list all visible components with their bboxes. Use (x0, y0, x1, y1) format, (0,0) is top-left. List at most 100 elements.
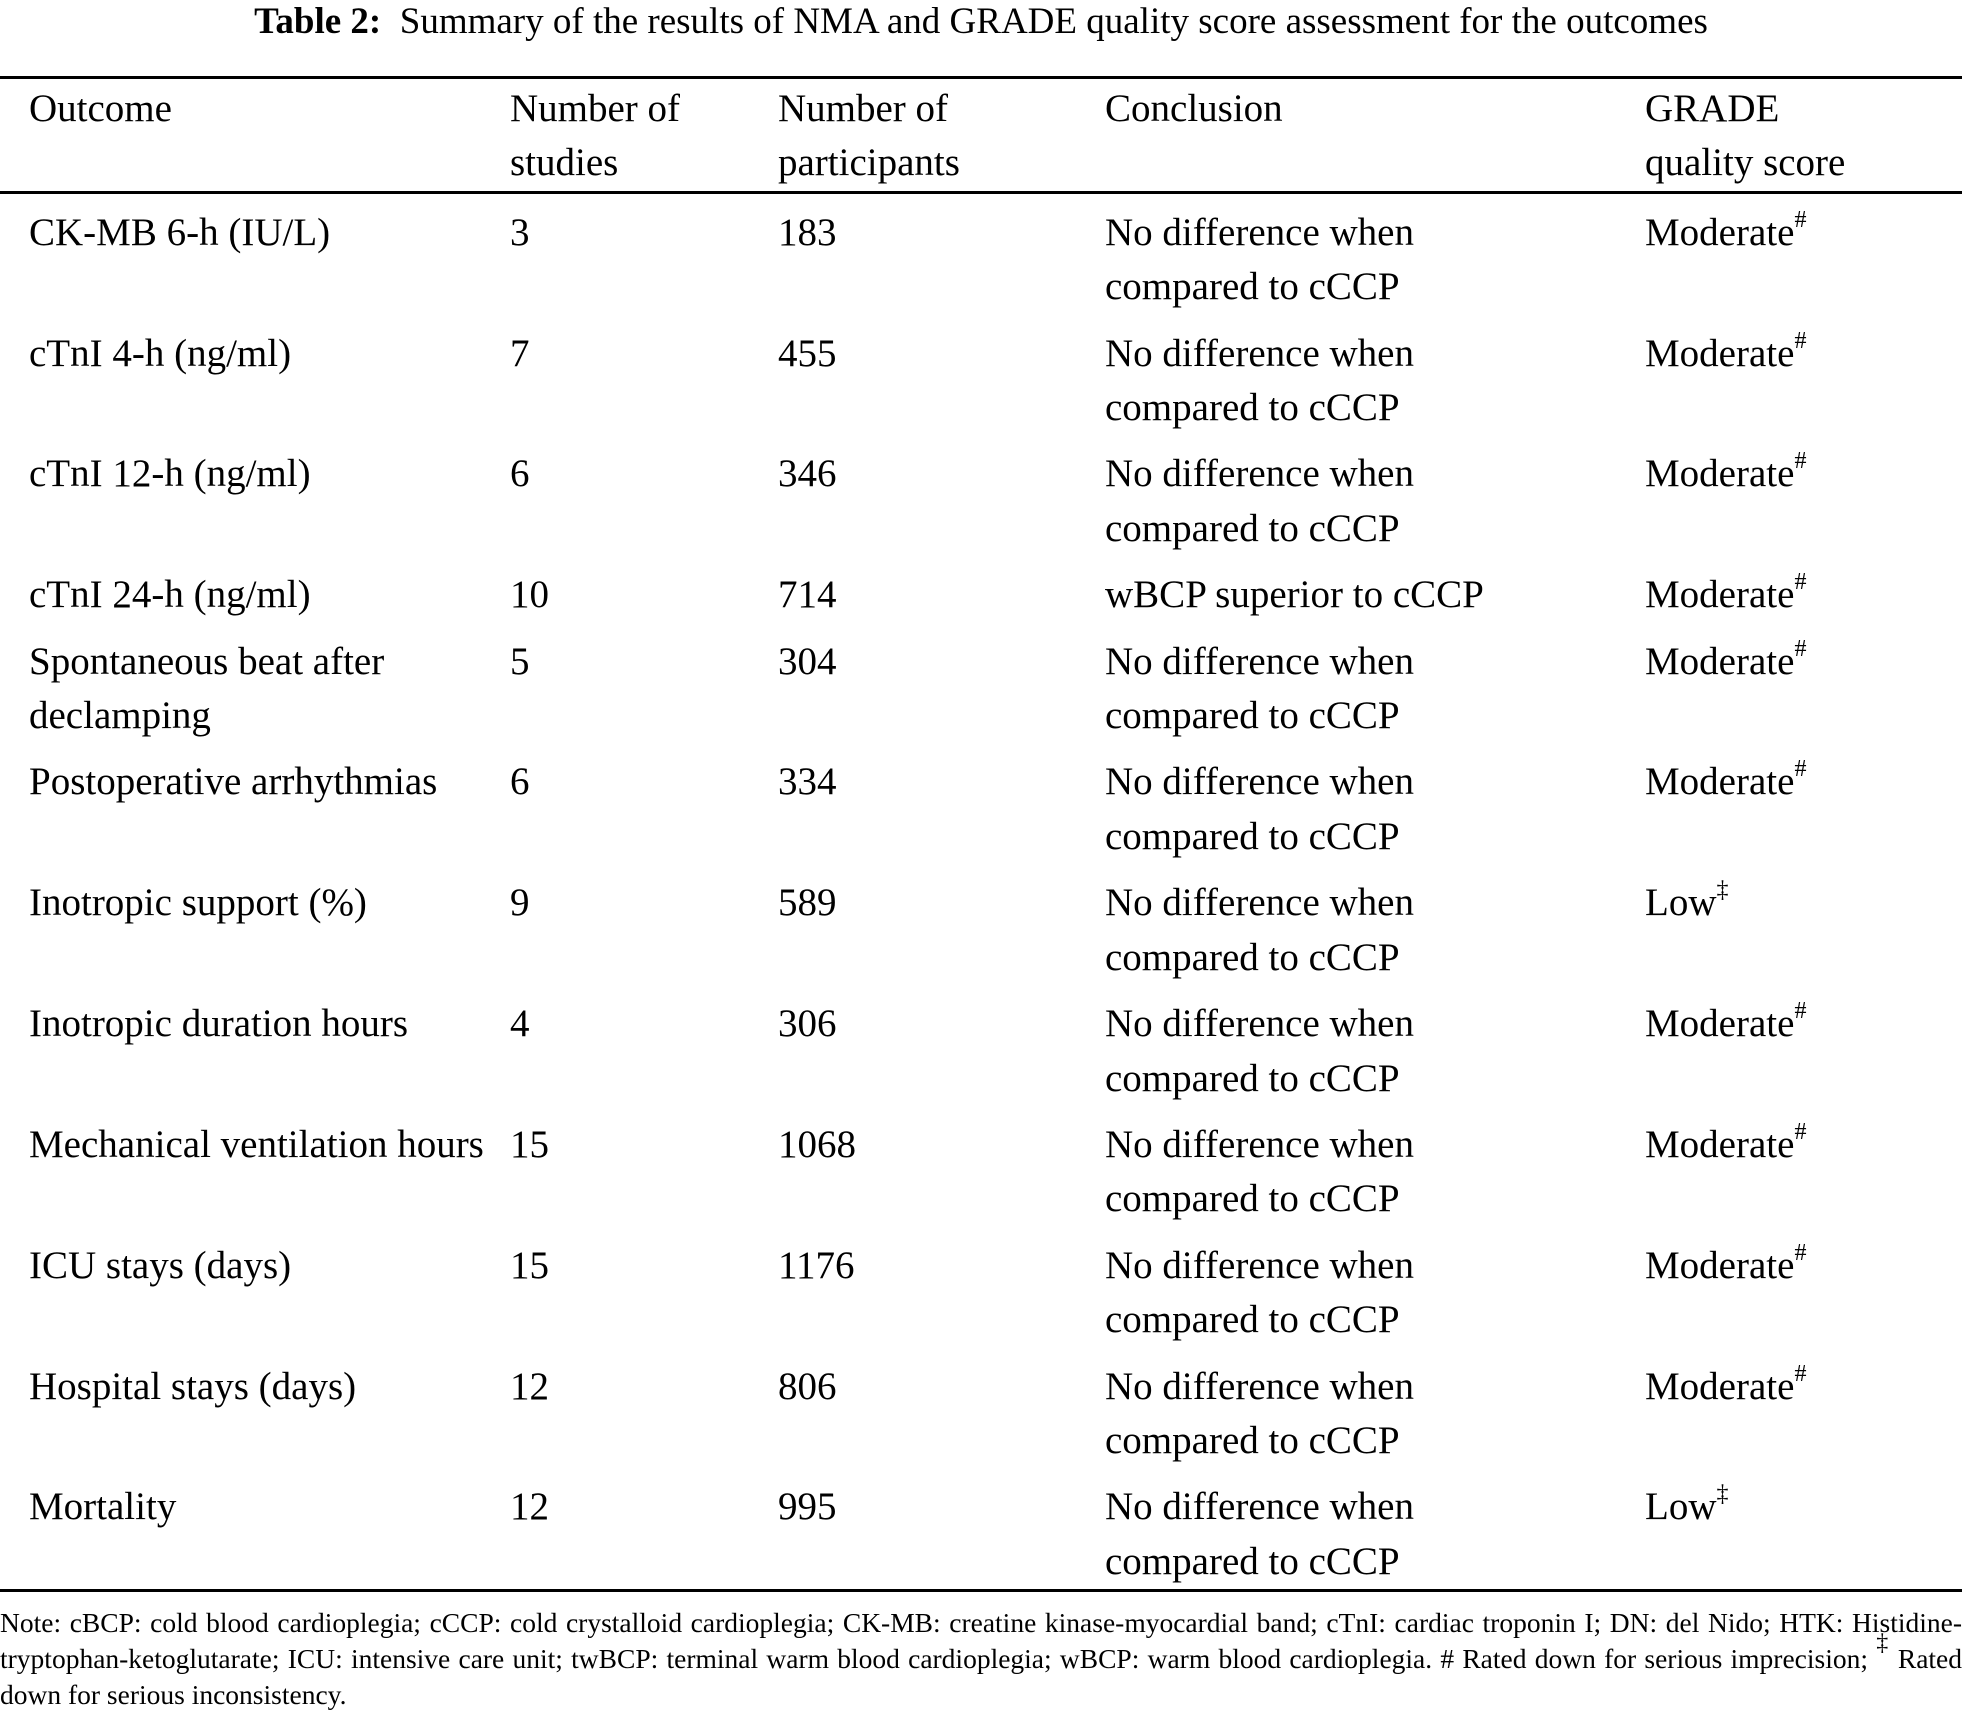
cell-outcome: Spontaneous beat after declamping (0, 623, 510, 744)
cell-studies: 6 (510, 435, 778, 556)
cell-conclusion: No difference when compared to cCCP (1105, 192, 1645, 314)
cell-studies: 7 (510, 315, 778, 436)
outcome-text: ICU stays (days) (29, 1243, 292, 1287)
cell-conclusion: No difference when compared to cCCP (1105, 315, 1645, 436)
grade-text: Moderate (1645, 331, 1795, 375)
participants-text: 183 (778, 210, 837, 254)
cell-studies: 15 (510, 1106, 778, 1227)
grade-text: Moderate (1645, 1002, 1795, 1046)
cell-participants: 334 (778, 743, 1105, 864)
cell-grade: Moderate# (1645, 1106, 1962, 1227)
cell-grade: Moderate# (1645, 985, 1962, 1106)
header-line: Number of (510, 87, 681, 130)
conclusion-text: No difference when compared to cCCP (1105, 1364, 1414, 1462)
header-line: quality score (1645, 141, 1846, 185)
column-header-outcome: Outcome (0, 78, 510, 193)
outcome-text: cTnI 24-h (ng/ml) (29, 573, 311, 617)
participants-text: 806 (778, 1364, 837, 1408)
grade-mark: # (1794, 1118, 1807, 1145)
note-mark: ‡ (1876, 1630, 1890, 1656)
table-row: CK-MB 6-h (IU/L) 3 183 No difference when c… (0, 192, 1962, 314)
cell-outcome: Inotropic support (%) (0, 864, 510, 985)
grade-text: Moderate (1645, 452, 1795, 496)
cell-grade: Low‡ (1645, 864, 1962, 985)
table-row: Spontaneous beat after declamping 5 304 No … (0, 623, 1962, 744)
cell-studies: 5 (510, 623, 778, 744)
studies-text: 10 (510, 573, 549, 617)
grade-text: Low (1645, 881, 1717, 925)
participants-text: 334 (778, 760, 837, 804)
header-line: studies (510, 141, 619, 185)
grade-text: Moderate (1645, 573, 1795, 617)
cell-conclusion: No difference when compared to cCCP (1105, 1227, 1645, 1348)
cell-outcome: Mortality (0, 1468, 510, 1590)
participants-text: 306 (778, 1002, 837, 1046)
studies-text: 4 (510, 1002, 530, 1046)
conclusion-text: No difference when compared to cCCP (1105, 760, 1414, 858)
table-row: Mechanical ventilation hours 15 1068 No dif… (0, 1106, 1962, 1227)
studies-text: 6 (510, 760, 530, 804)
header-line: Conclusion (1105, 87, 1283, 130)
column-header-grade: GRADE quality score (1645, 78, 1962, 193)
header-line: Outcome (29, 87, 172, 130)
table-row: Inotropic support (%) 9 589 No difference w… (0, 864, 1962, 985)
grade-text: Low (1645, 1485, 1717, 1529)
cell-studies: 10 (510, 556, 778, 622)
table-row: Postoperative arrhythmias 6 334 No differen… (0, 743, 1962, 864)
conclusion-text: No difference when compared to cCCP (1105, 1243, 1414, 1342)
table-caption: Summary of the results of NMA and GRADE … (399, 1, 1708, 42)
grade-mark: # (1794, 635, 1807, 662)
results-table: Outcome Number of studies Number of particip… (0, 76, 1962, 1592)
outcome-text: Hospital stays (days) (29, 1364, 357, 1408)
cell-participants: 346 (778, 435, 1105, 556)
cell-conclusion: No difference when compared to cCCP (1105, 864, 1645, 985)
grade-text: Moderate (1645, 639, 1795, 683)
grade-mark: # (1794, 206, 1807, 233)
cell-studies: 12 (510, 1468, 778, 1590)
studies-text: 7 (510, 331, 530, 375)
note-tail: Rated down for serious inconsistency. (0, 1643, 1962, 1710)
cell-conclusion: No difference when compared to cCCP (1105, 1468, 1645, 1590)
cell-grade: Moderate# (1645, 1227, 1962, 1348)
table-row: ICU stays (days) 15 1176 No difference when… (0, 1227, 1962, 1348)
participants-text: 1068 (778, 1122, 856, 1166)
cell-outcome: Mechanical ventilation hours (0, 1106, 510, 1227)
cell-outcome: Postoperative arrhythmias (0, 743, 510, 864)
cell-participants: 183 (778, 192, 1105, 314)
grade-text: Moderate (1645, 1122, 1795, 1166)
table-row: cTnI 4-h (ng/ml) 7 455 No difference when c… (0, 315, 1962, 436)
grade-mark: # (1794, 756, 1807, 783)
header-row: Outcome Number of studies Number of particip… (0, 77, 1962, 193)
table-row: Inotropic duration hours 4 306 No differenc… (0, 985, 1962, 1106)
participants-text: 714 (778, 573, 837, 617)
table-row: cTnI 24-h (ng/ml) 10 714 wBCP superior to c… (0, 556, 1962, 622)
table-title: Table 2: Summary of the results of NMA a… (0, 0, 1962, 44)
cell-participants: 995 (778, 1468, 1105, 1590)
header-line: GRADE (1645, 87, 1780, 130)
conclusion-text: No difference when compared to cCCP (1105, 1002, 1414, 1100)
table-label: Table 2: (254, 1, 382, 42)
grade-mark: # (1794, 569, 1807, 596)
outcome-text: CK-MB 6-h (IU/L) (29, 210, 331, 254)
outcome-text: Postoperative arrhythmias (29, 760, 438, 804)
conclusion-text: No difference when compared to cCCP (1105, 1485, 1414, 1583)
cell-participants: 304 (778, 623, 1105, 744)
cell-conclusion: No difference when compared to cCCP (1105, 743, 1645, 864)
conclusion-text: No difference when compared to cCCP (1105, 881, 1414, 979)
cell-grade: Low‡ (1645, 1468, 1962, 1590)
cell-outcome: Inotropic duration hours (0, 985, 510, 1106)
cell-grade: Moderate# (1645, 743, 1962, 864)
cell-outcome: CK-MB 6-h (IU/L) (0, 192, 510, 314)
grade-text: Moderate (1645, 1364, 1795, 1408)
cell-outcome: cTnI 12-h (ng/ml) (0, 435, 510, 556)
table-row: cTnI 12-h (ng/ml) 6 346 No difference when … (0, 435, 1962, 556)
outcome-text: Mortality (29, 1485, 177, 1529)
cell-participants: 306 (778, 985, 1105, 1106)
outcome-text: cTnI 12-h (ng/ml) (29, 452, 311, 496)
cell-participants: 714 (778, 556, 1105, 622)
studies-text: 15 (510, 1122, 549, 1166)
conclusion-text: No difference when compared to cCCP (1105, 331, 1414, 430)
studies-text: 3 (510, 210, 530, 254)
cell-conclusion: No difference when compared to cCCP (1105, 1348, 1645, 1469)
grade-mark: ‡ (1716, 1481, 1729, 1508)
